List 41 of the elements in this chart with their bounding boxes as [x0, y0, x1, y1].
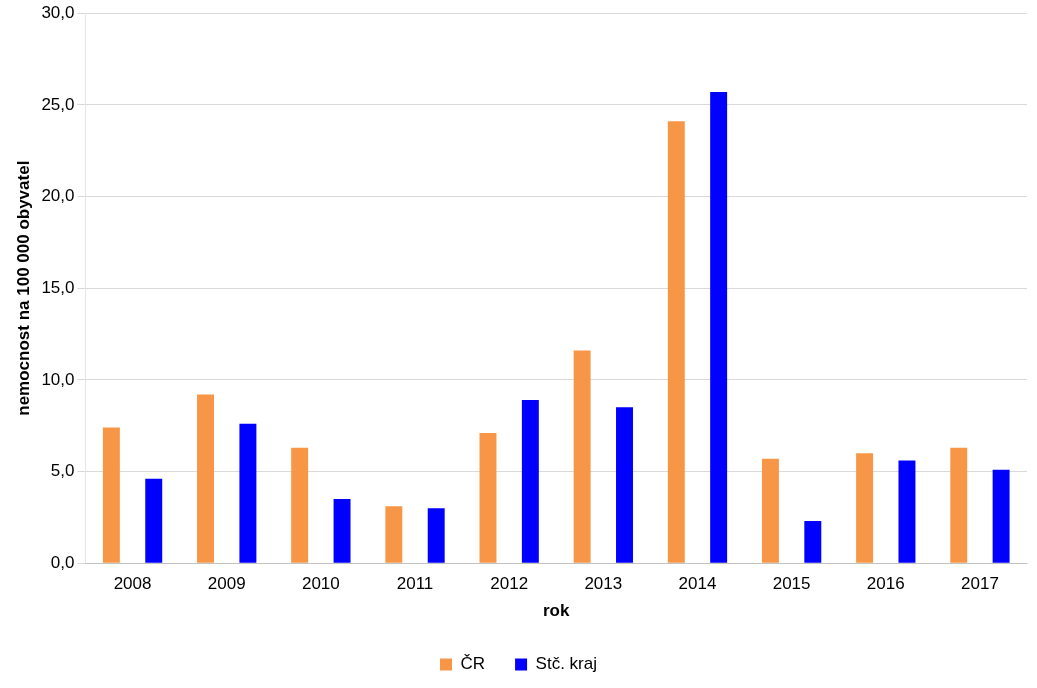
bar [427, 508, 445, 563]
y-tick-label: 5,0 [50, 461, 75, 481]
bar [521, 400, 539, 563]
x-tick-label: 2016 [866, 574, 905, 594]
bar [616, 407, 633, 563]
bar [102, 427, 120, 563]
bar [239, 423, 257, 563]
bar [573, 350, 591, 563]
bar [856, 453, 874, 563]
x-tick-label: 2015 [772, 574, 811, 594]
legend-label: ČR [460, 654, 486, 674]
x-tick-label: 2012 [490, 574, 529, 594]
y-tick-label: 15,0 [41, 277, 75, 297]
bar [145, 478, 163, 563]
x-tick-label: 2010 [301, 574, 340, 594]
x-tick-label: 2017 [961, 574, 999, 594]
x-tick-label: 2009 [207, 574, 246, 594]
bar [197, 394, 214, 563]
y-tick-label: 20,0 [41, 186, 75, 206]
x-axis-title: rok [543, 601, 571, 621]
x-tick-label: 2011 [396, 574, 434, 594]
y-tick-label: 25,0 [41, 94, 75, 114]
legend-label: Stč. kraj [535, 654, 597, 674]
y-tick-label: 10,0 [41, 369, 75, 389]
bar [333, 499, 351, 563]
x-tick-label: 2014 [678, 574, 717, 594]
bar [898, 460, 916, 563]
bar [992, 469, 1010, 563]
y-tick-label: 30,0 [41, 2, 75, 22]
bar [667, 121, 685, 563]
y-tick-label: 0,0 [50, 552, 75, 572]
bar [479, 433, 497, 563]
x-tick-label: 2008 [113, 574, 152, 594]
bar [950, 447, 968, 563]
bar [385, 506, 403, 563]
bar [761, 458, 779, 563]
bar [291, 447, 309, 563]
x-tick-label: 2013 [584, 574, 623, 594]
bar [710, 92, 728, 563]
bar [804, 521, 822, 563]
y-axis-title: nemocnost na 100 000 obyvatel [13, 160, 33, 416]
